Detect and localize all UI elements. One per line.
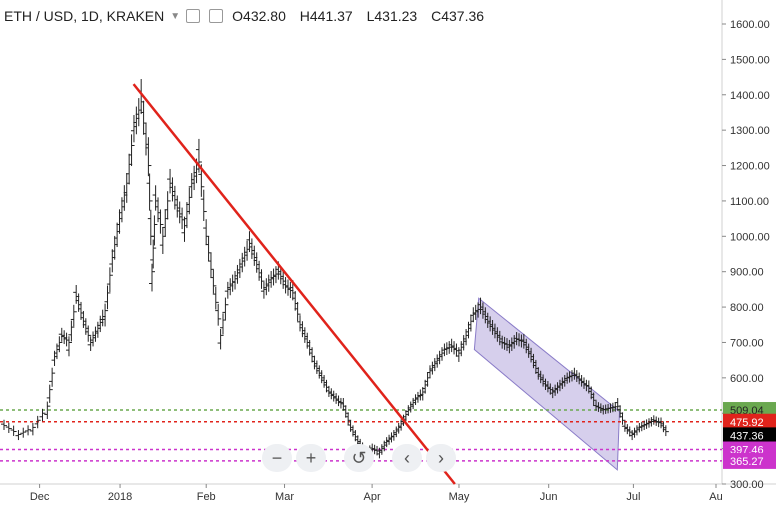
y-tick-label: 1200.00 [730, 161, 770, 173]
chart-header: ETH / USD, 1D, KRAKEN ▼ O432.80 H441.37 … [4, 6, 494, 26]
dropdown-arrow-icon[interactable]: ▼ [170, 10, 181, 22]
visibility-icon[interactable] [209, 9, 224, 23]
price-level-label: 475.92 [730, 417, 764, 429]
y-tick-label: 700.00 [730, 337, 764, 349]
x-tick-label: May [449, 491, 470, 503]
descending-trendline [132, 83, 456, 485]
y-tick-label: 1400.00 [730, 90, 770, 102]
y-tick-label: 1600.00 [730, 19, 770, 31]
high-value: H441.37 [299, 8, 353, 24]
y-tick-label: 1300.00 [730, 125, 770, 137]
price-level-label-bg [723, 427, 776, 444]
open-value: O432.80 [232, 8, 286, 24]
zoom-out-button[interactable]: − [262, 444, 292, 472]
ohlc-values: O432.80 H441.37 L431.23 C437.36 [232, 8, 494, 24]
x-tick-label: 2018 [108, 491, 132, 503]
chart-toolbar: − + ↺ ‹ › [262, 444, 456, 472]
y-tick-label: 1100.00 [730, 196, 769, 208]
symbol-label: ETH / USD, 1D, KRAKEN [4, 8, 165, 24]
y-tick-label: 300.00 [730, 479, 764, 491]
descending-channel [473, 297, 620, 471]
x-tick-label: Apr [364, 491, 381, 503]
zoom-in-button[interactable]: + [296, 444, 326, 472]
x-tick-label: Jul [626, 491, 640, 503]
x-tick-label: Mar [275, 491, 294, 503]
low-value: L431.23 [366, 8, 418, 24]
x-tick-label: Au [709, 491, 722, 503]
y-tick-label: 600.00 [730, 373, 764, 385]
x-tick-label: Feb [197, 491, 216, 503]
scroll-right-button[interactable]: › [426, 444, 456, 472]
y-tick-label: 800.00 [730, 302, 764, 314]
price-level-label-bg [723, 413, 776, 430]
price-level-label: 437.36 [730, 430, 764, 442]
price-level-label: 365.27 [730, 456, 764, 468]
reset-view-button[interactable]: ↺ [344, 444, 374, 472]
price-level-label-bg [723, 452, 776, 469]
y-tick-label: 1500.00 [730, 54, 770, 66]
y-tick-label: 900.00 [730, 267, 764, 279]
settings-icon[interactable] [186, 9, 201, 23]
x-tick-label: Dec [30, 491, 50, 503]
x-tick-label: Jun [540, 491, 558, 503]
close-value: C437.36 [431, 8, 485, 24]
y-tick-label: 1000.00 [730, 231, 770, 243]
scroll-left-button[interactable]: ‹ [392, 444, 422, 472]
